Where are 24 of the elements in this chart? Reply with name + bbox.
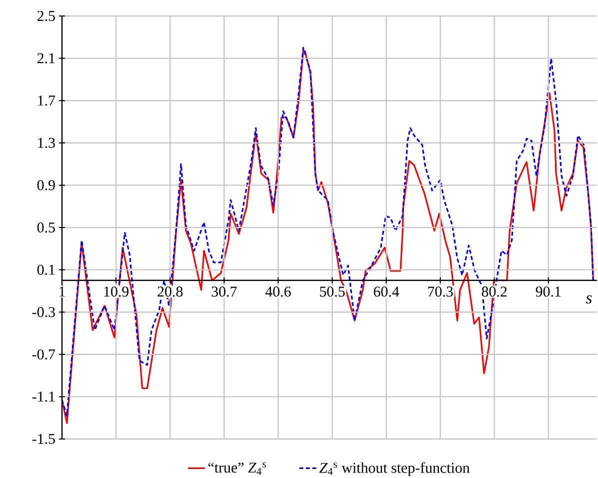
y-tick-label: 1.7 [38,95,56,106]
x-tick-label: 70.3 [428,286,453,297]
y-tick-label: -0.3 [32,306,55,318]
legend-label: “true” Z$_{4}$s [208,462,266,475]
x-tick-label: 30.7 [212,286,237,297]
x-tick-label: 90.1 [536,286,561,297]
y-tick-label: 0.1 [37,264,55,275]
x-tick-label: 50.5 [320,286,345,297]
legend-label: Z$_{4}$$^{s}$ without step-function [319,462,470,476]
x-axis-title: s [586,295,592,304]
y-tick-label: 2.5 [37,10,55,21]
y-tick-label: 2.1 [37,53,55,64]
y-tick-label: -0.7 [32,349,56,360]
y-tick-label: 0.5 [37,222,55,232]
y-tick-label: -1.5 [32,434,55,444]
x-tick-label: 10.9 [104,286,129,297]
y-tick-label: -1.1 [32,392,55,402]
x-tick-label: 80.2 [482,286,507,297]
x-tick-label: 20.8 [158,286,183,297]
x-tick-label: 60.4 [374,286,400,297]
y-tick-label: 0.9 [37,180,55,190]
x-tick-label: 1 [60,286,65,296]
x-tick-label: 40.6 [265,286,291,297]
y-tick-label: 1.3 [38,138,55,148]
